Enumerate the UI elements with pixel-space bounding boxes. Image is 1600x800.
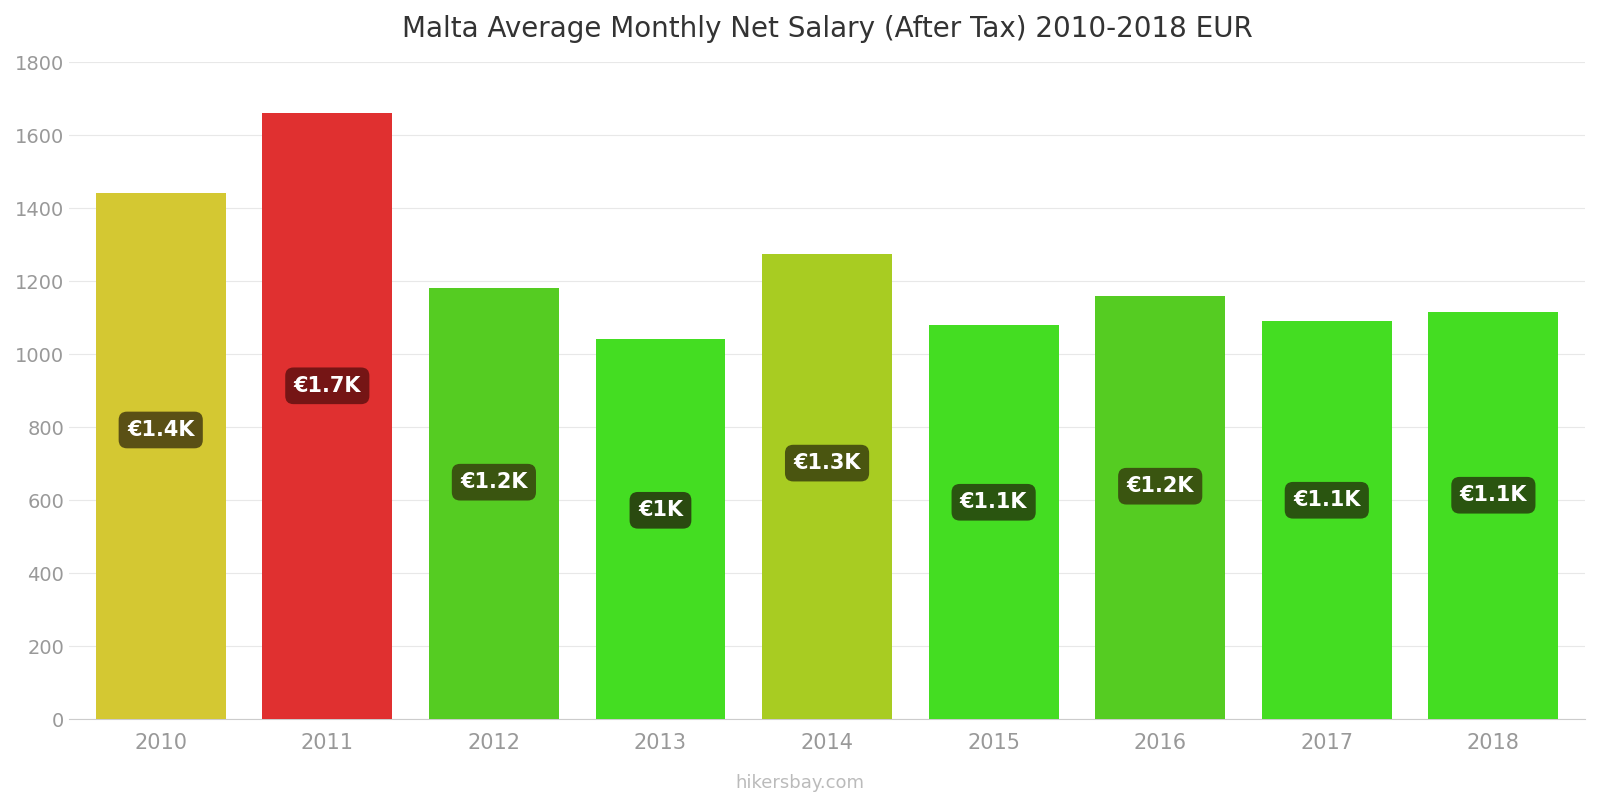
Text: €1.1K: €1.1K (1293, 490, 1360, 510)
Text: €1.2K: €1.2K (461, 472, 528, 492)
Bar (762, 254, 893, 719)
Bar (928, 325, 1059, 719)
Bar (96, 194, 226, 719)
Bar (429, 288, 558, 719)
Text: €1.1K: €1.1K (960, 492, 1027, 512)
Text: €1.3K: €1.3K (794, 453, 861, 473)
Title: Malta Average Monthly Net Salary (After Tax) 2010-2018 EUR: Malta Average Monthly Net Salary (After … (402, 15, 1253, 43)
Text: €1.7K: €1.7K (293, 376, 362, 396)
Bar (1096, 296, 1226, 719)
Bar (262, 113, 392, 719)
Text: €1K: €1K (638, 500, 683, 520)
Bar (1429, 312, 1558, 719)
Text: hikersbay.com: hikersbay.com (736, 774, 864, 792)
Text: €1.4K: €1.4K (126, 420, 195, 440)
Text: €1.1K: €1.1K (1459, 486, 1526, 506)
Bar (1262, 321, 1392, 719)
Text: €1.2K: €1.2K (1126, 476, 1194, 496)
Bar (595, 339, 725, 719)
